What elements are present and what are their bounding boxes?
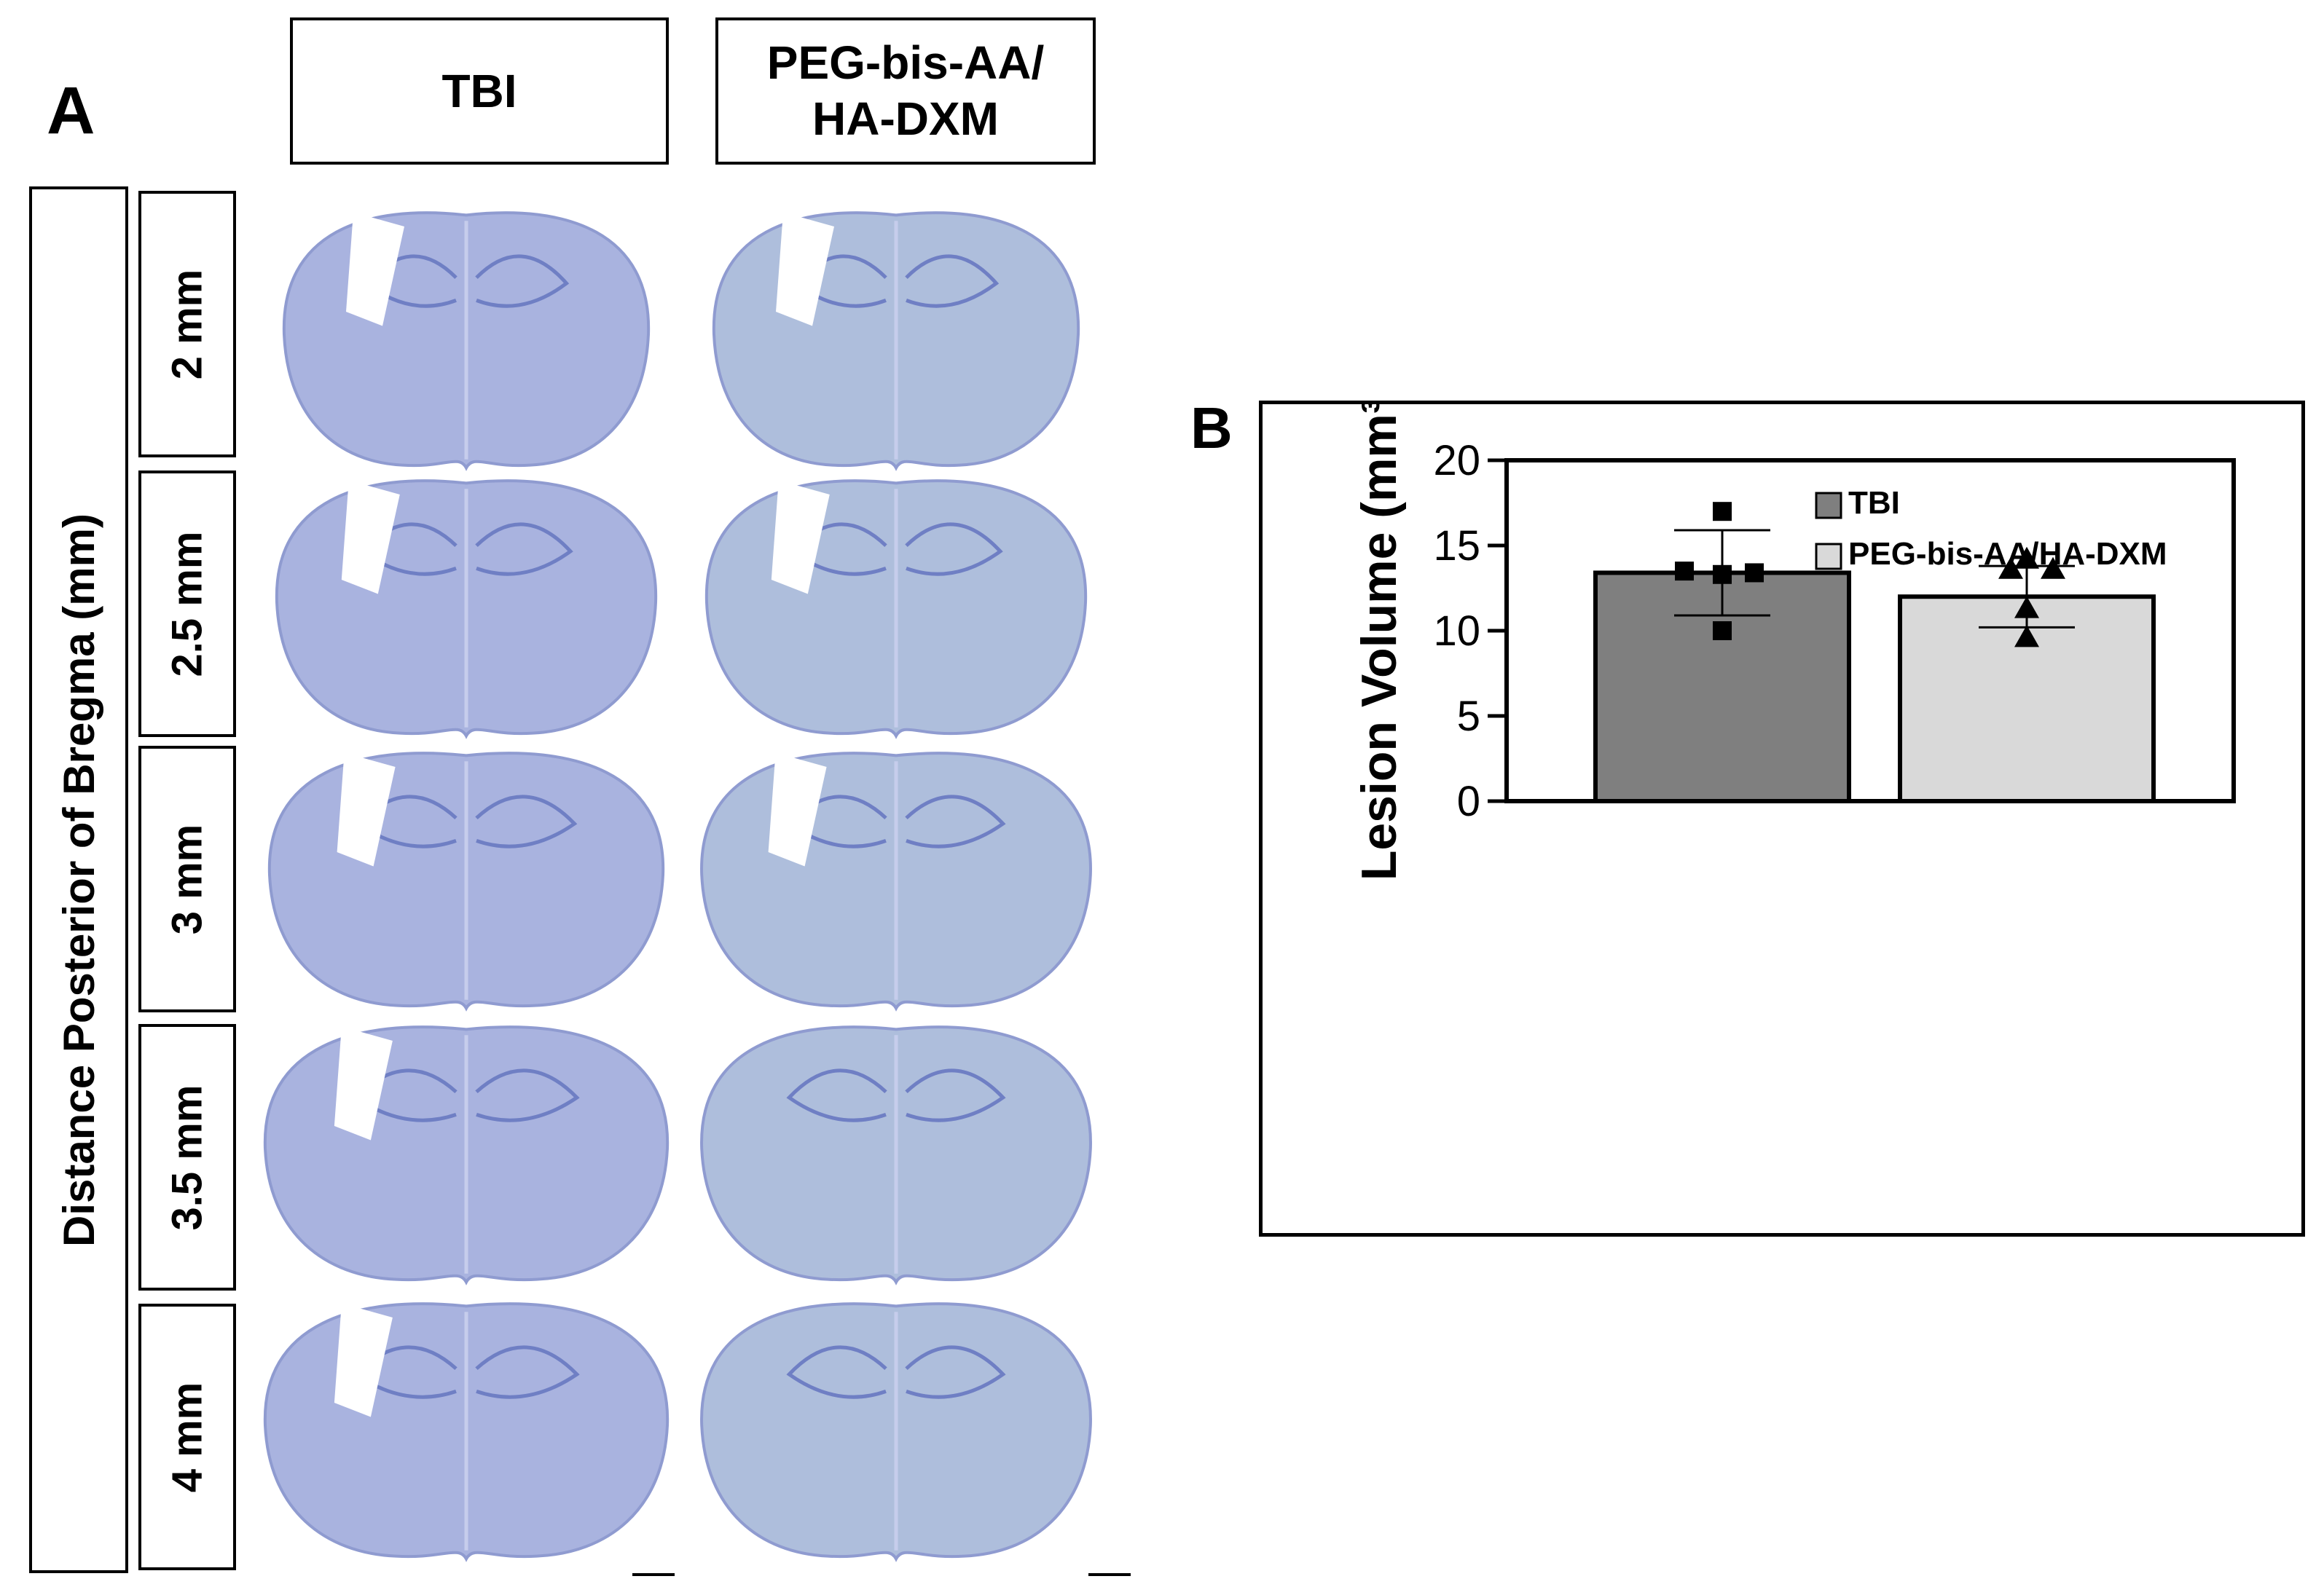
row-label-3mm: 3 mm (138, 746, 236, 1012)
brain-slice-treatment-3-5mm (700, 1025, 1092, 1285)
lesion-volume-chart: 0 5 10 15 20 Lesion Volume (mm³) TBI PEG-bis-AA… (1351, 401, 2236, 881)
scale-bar-treatment (1088, 1573, 1131, 1576)
y-tick-label: 0 (1457, 778, 1480, 825)
slice-hippocampus (905, 1345, 1006, 1399)
brain-slice-treatment-3mm (700, 752, 1092, 1012)
slice-lesion-cavity (334, 1303, 393, 1417)
legend-label: PEG-bis-AA/HA-DXM (1848, 536, 2167, 572)
row-label-3-5mm: 3.5 mm (138, 1024, 236, 1291)
slice-hippocampus (905, 254, 1000, 308)
legend-swatch (1815, 492, 1842, 519)
slice-lesion-cavity (346, 212, 404, 326)
legend-swatch (1815, 543, 1842, 570)
slice-lesion-cavity (341, 480, 400, 594)
column-header-tbi: TBI (290, 17, 669, 165)
slice-lesion-cavity (776, 212, 834, 326)
data-point-square (1713, 564, 1732, 584)
brain-slice-treatment-2-5mm (704, 479, 1088, 739)
slice-hippocampus (905, 1068, 1006, 1122)
column-header-treatment-text: PEG-bis-AA/ HA-DXM (766, 36, 1045, 145)
chart-frame (1259, 401, 2305, 1237)
slice-hippocampus (905, 795, 1006, 848)
slice-lesion-cavity (771, 480, 830, 594)
row-label-2-5mm-text: 2.5 mm (163, 531, 211, 677)
slice-hippocampus (786, 1345, 887, 1399)
y-tick-label: 15 (1433, 522, 1480, 570)
slice-lesion-cavity (768, 752, 827, 867)
brain-slice-tbi-3-5mm (263, 1025, 670, 1285)
row-label-2mm-text: 2 mm (163, 269, 211, 379)
y-tick-label: 10 (1433, 607, 1480, 655)
data-point-square (1713, 502, 1732, 521)
data-point-triangle (1998, 556, 2023, 579)
brain-slice-tbi-2-5mm (275, 479, 658, 739)
panel-a-label: A (47, 74, 95, 148)
slice-hippocampus (475, 795, 578, 848)
brain-slice-tbi-4mm (263, 1302, 670, 1562)
slice-hippocampus (905, 522, 1003, 576)
y-tick-label: 20 (1433, 437, 1480, 484)
y-axis-label: Lesion Volume (mm³) (1351, 401, 1407, 881)
brain-slice-treatment-4mm (700, 1302, 1092, 1562)
slice-hippocampus (475, 1345, 580, 1399)
brain-slice-tbi-3mm (267, 752, 665, 1012)
slice-lesion-cavity (334, 1026, 393, 1141)
brain-slice-treatment-2mm (712, 211, 1080, 471)
data-point-triangle (2041, 556, 2065, 579)
row-label-2mm: 2 mm (138, 191, 236, 457)
column-header-treatment: PEG-bis-AA/ HA-DXM (715, 17, 1096, 165)
data-point-square (1713, 621, 1732, 640)
row-label-2-5mm: 2.5 mm (138, 470, 236, 737)
data-point-square (1745, 563, 1764, 583)
slice-hippocampus (475, 254, 570, 308)
data-point-square (1675, 562, 1694, 581)
slice-hippocampus (475, 1068, 580, 1122)
row-label-3mm-text: 3 mm (163, 824, 211, 934)
row-label-3-5mm-text: 3.5 mm (163, 1084, 211, 1230)
y-tick-label: 5 (1457, 693, 1480, 740)
bregma-axis-label: Distance Posterior of Bregma (mm) (54, 513, 103, 1247)
slice-hippocampus (475, 522, 573, 576)
bregma-axis-box: Distance Posterior of Bregma (mm) (29, 186, 128, 1573)
data-point-triangle (2014, 596, 2039, 618)
data-point-triangle (2014, 625, 2039, 647)
data-point-triangle (2014, 546, 2039, 569)
slice-hippocampus (786, 1068, 887, 1122)
legend-label: TBI (1848, 485, 1900, 521)
scale-bar-tbi (632, 1573, 675, 1576)
panel-b-label: B (1190, 395, 1233, 460)
column-header-tbi-text: TBI (441, 64, 517, 117)
brain-slice-tbi-2mm (282, 211, 651, 471)
slice-lesion-cavity (337, 752, 396, 867)
row-label-4mm: 4 mm (138, 1304, 236, 1570)
row-label-4mm-text: 4 mm (163, 1382, 211, 1492)
